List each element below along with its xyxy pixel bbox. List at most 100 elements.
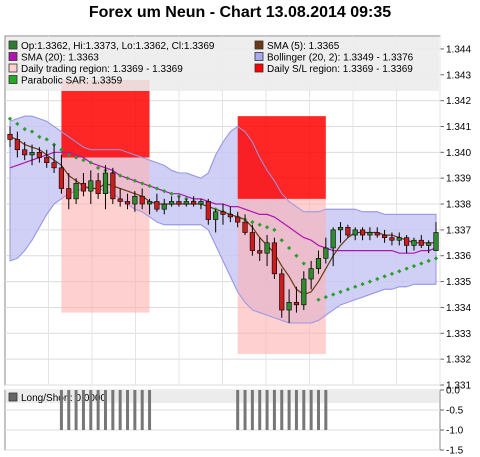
legend-swatch xyxy=(8,75,18,84)
candlestick xyxy=(323,237,329,264)
candle-body xyxy=(22,149,28,156)
candlestick xyxy=(271,237,277,280)
candlestick xyxy=(382,229,388,243)
parabolic-sar-dot xyxy=(81,157,86,163)
y-tick-label: 1.342 xyxy=(446,96,471,107)
candlestick xyxy=(73,178,79,205)
longshort-bar xyxy=(103,390,107,430)
candlestick xyxy=(367,227,373,241)
candle-body xyxy=(389,237,395,241)
parabolic-sar-dot xyxy=(15,121,20,127)
longshort-bar xyxy=(316,390,320,430)
sub-y-tick-label: 0.0 xyxy=(446,386,460,397)
candlestick xyxy=(139,188,145,210)
longshort-bar xyxy=(302,390,306,430)
parabolic-sar-dot xyxy=(154,186,160,191)
parabolic-sar-dot xyxy=(389,271,395,276)
y-tick-label: 1.341 xyxy=(446,122,471,133)
parabolic-sar-dot xyxy=(345,287,350,292)
longshort-bar xyxy=(74,390,78,430)
y-tick-label: 1.331 xyxy=(446,381,471,392)
candlestick xyxy=(191,196,197,207)
candle-body xyxy=(58,167,64,189)
candlestick xyxy=(154,193,160,212)
candlestick xyxy=(374,227,380,238)
candlestick xyxy=(396,232,402,246)
longshort-bar xyxy=(118,390,122,430)
legend-swatch xyxy=(8,63,18,73)
y-tick-label: 1.333 xyxy=(446,329,471,340)
candlestick xyxy=(264,235,270,267)
parabolic-sar-dot xyxy=(125,176,130,181)
candle-body xyxy=(102,172,109,194)
longshort-bar xyxy=(324,390,328,430)
candlestick xyxy=(315,250,322,274)
parabolic-sar-dot xyxy=(162,188,167,194)
candle-body xyxy=(88,180,94,192)
candlestick xyxy=(411,237,417,251)
candlestick xyxy=(14,131,20,158)
legend: Op:1.3362, Hi:1.3373, Lo:1.3362, Cl:1.33… xyxy=(6,37,439,91)
candle-body xyxy=(183,201,189,205)
parabolic-sar-dot xyxy=(301,261,306,266)
legend-swatch xyxy=(254,40,264,50)
candlestick xyxy=(301,271,307,311)
candle-body xyxy=(396,237,402,241)
longshort-bar xyxy=(280,390,284,430)
candle-body xyxy=(29,152,35,156)
legend-background xyxy=(6,37,439,91)
candlestick xyxy=(58,154,64,194)
candle-body xyxy=(404,237,410,246)
longshort-bar xyxy=(67,390,71,430)
parabolic-sar-dot xyxy=(367,279,373,284)
longshort-bar xyxy=(140,390,144,430)
parabolic-sar-dot xyxy=(433,256,439,261)
daily-sl-region xyxy=(61,79,150,158)
candle-body xyxy=(345,227,351,236)
longshort-bar xyxy=(265,390,269,430)
candlestick xyxy=(51,144,57,174)
parabolic-sar-dot xyxy=(404,266,409,271)
longshort-bar xyxy=(133,390,137,430)
parabolic-sar-dot xyxy=(279,238,284,243)
candlestick xyxy=(308,260,314,290)
candle-body xyxy=(249,232,255,251)
candle-body xyxy=(293,301,300,306)
candle-body xyxy=(169,201,175,205)
parabolic-sar-dot xyxy=(272,227,277,233)
candle-body xyxy=(271,242,277,275)
parabolic-sar-dot xyxy=(286,245,292,251)
candlestick xyxy=(286,289,292,323)
candlestick xyxy=(404,235,410,254)
candle-body xyxy=(382,234,388,238)
candlestick xyxy=(227,206,233,223)
candlestick xyxy=(426,240,432,254)
candle-body xyxy=(337,227,344,231)
parabolic-sar-dot xyxy=(66,152,71,158)
candlestick xyxy=(29,144,35,166)
parabolic-sar-dot xyxy=(316,297,321,302)
candlestick xyxy=(176,196,182,207)
candlestick xyxy=(44,149,50,168)
candlestick xyxy=(359,227,366,241)
candlestick xyxy=(95,173,101,199)
y-tick-label: 1.343 xyxy=(446,70,471,81)
candle-body xyxy=(80,183,87,192)
candlestick xyxy=(102,165,109,210)
longshort-bar xyxy=(272,390,276,430)
candle-body xyxy=(73,183,79,200)
candle-body xyxy=(191,201,197,205)
legend-label: SMA (5): 1.3365 xyxy=(267,41,340,52)
candle-body xyxy=(264,242,270,254)
y-tick-label: 1.339 xyxy=(446,174,471,185)
candlestick xyxy=(146,198,153,215)
legend-label: Daily trading region: 1.3369 - 1.3369 xyxy=(21,64,183,75)
candle-body xyxy=(176,201,182,205)
candlestick xyxy=(213,209,219,233)
parabolic-sar-dot xyxy=(250,220,255,225)
candle-body xyxy=(95,180,101,194)
longshort-bar xyxy=(236,390,240,430)
parabolic-sar-dot xyxy=(257,222,262,227)
candlestick xyxy=(352,227,358,241)
